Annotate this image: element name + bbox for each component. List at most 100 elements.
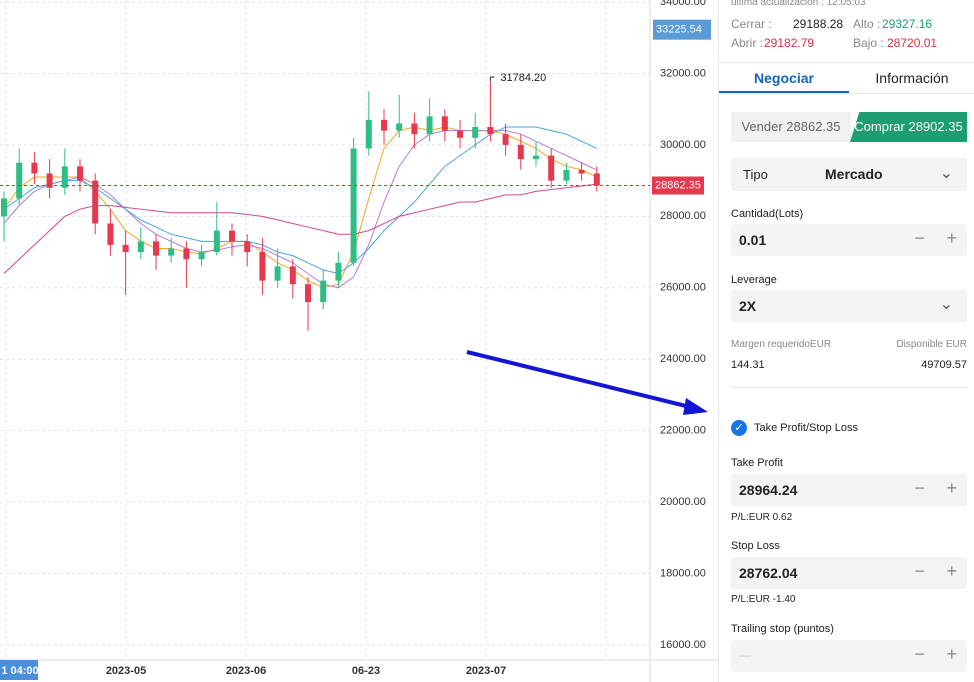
candle-body — [274, 266, 281, 281]
x-tick-label: 06-23 — [352, 665, 380, 677]
label: Tipo — [743, 167, 768, 182]
candle-body — [77, 166, 83, 181]
candle-body — [320, 280, 327, 303]
last-price-box — [652, 176, 704, 195]
candle-body — [153, 241, 159, 256]
leverage-select[interactable]: 2X ⌄ — [731, 290, 967, 322]
label: Stop Loss — [731, 540, 780, 552]
x-tick-label: 2023-05 — [106, 665, 146, 677]
value: 49709.57 — [921, 359, 967, 371]
moving-average — [3, 126, 598, 289]
candle-body — [593, 173, 600, 186]
candle-body — [396, 123, 403, 131]
x-tick-label: 2023-06 — [226, 665, 266, 677]
annotation-tick — [489, 76, 495, 82]
value: 29327.16 — [882, 17, 933, 31]
arrow — [466, 350, 691, 409]
moving-average — [3, 183, 597, 274]
checkbox[interactable]: ✓ — [731, 420, 747, 436]
y-tick-label: 30000.00 — [660, 139, 706, 151]
candle-body — [259, 252, 266, 281]
candle-body — [517, 144, 524, 160]
trailing-input[interactable]: — − + — [731, 640, 967, 672]
y-tick-label: 26000.00 — [660, 282, 706, 294]
label: Cantidad(Lots) — [731, 208, 804, 220]
candle-body — [213, 230, 220, 253]
candle-body — [46, 173, 53, 188]
candle-body — [441, 116, 448, 131]
label: Abrir : — [731, 36, 764, 50]
candle-body — [381, 119, 387, 131]
placeholder: — — [739, 648, 751, 662]
y-tick-label: 24000.00 — [660, 353, 706, 365]
label: Trailing stop (puntos) — [731, 623, 834, 635]
y-tick-label: 28000.00 — [660, 210, 706, 222]
x-label-highlight — [0, 660, 38, 680]
sell-button[interactable]: Vender 28862.35 — [731, 112, 851, 142]
candle-body — [1, 198, 7, 217]
y-tick-label: 34000.00 — [660, 0, 706, 8]
value: 144.31 — [731, 359, 765, 371]
crosshair-price-label: 33225.54 — [656, 24, 702, 36]
label: Disponible EUR — [896, 339, 967, 350]
label: Cerrar : — [731, 17, 772, 31]
candle-body — [31, 162, 38, 174]
candle-body — [305, 284, 311, 303]
arrow-head — [683, 398, 708, 415]
label: Bajo : — [853, 36, 884, 50]
candle-body — [122, 244, 129, 253]
value: 2X — [739, 298, 757, 314]
annotation: 31784.20 — [500, 72, 546, 84]
candle-body — [61, 166, 68, 188]
last-price-label: 28862.35 — [655, 179, 701, 191]
tab[interactable]: Negociar — [754, 70, 814, 86]
candle-body — [487, 127, 494, 135]
y-tick-label: 20000.00 — [660, 496, 706, 508]
candle-body — [183, 248, 190, 260]
value: Mercado — [825, 166, 883, 182]
candle-body — [502, 134, 509, 145]
candle-body — [411, 123, 418, 135]
candle-body — [426, 116, 433, 135]
y-tick-label: 22000.00 — [660, 425, 706, 437]
candle-body — [335, 262, 342, 281]
candle-body — [289, 266, 296, 285]
buy-button[interactable]: Comprar 28902.35 — [850, 112, 967, 142]
type-select[interactable]: Tipo Mercado ⌄ — [731, 158, 967, 191]
trade-panel: última actualización : 12:05:03 Cerrar :… — [718, 0, 974, 682]
candle-body — [457, 130, 463, 138]
value: 28720.01 — [887, 36, 938, 50]
candle-body — [578, 169, 585, 174]
value: 29188.28 — [793, 17, 844, 31]
value: 29182.79 — [764, 36, 815, 50]
candle-body — [533, 155, 539, 160]
candle-body — [548, 155, 555, 181]
candle-body — [350, 148, 357, 263]
candle-body — [244, 241, 251, 253]
candle-body — [198, 252, 205, 260]
label: Alto : — [853, 17, 881, 31]
tp-input[interactable]: 28964.24 − + — [731, 474, 967, 506]
value: 28762.04 — [739, 565, 798, 581]
tab[interactable]: Información — [875, 70, 949, 86]
candle-body — [92, 180, 99, 224]
label: Take Profit/Stop Loss — [754, 422, 858, 434]
candle-body — [168, 248, 175, 256]
label: Margen requeridoEUR — [731, 339, 832, 350]
candle-body — [137, 241, 144, 253]
qty-input[interactable]: 0.01 − + — [731, 224, 967, 256]
sl-input[interactable]: 28762.04 − + — [731, 557, 967, 589]
candle-body — [472, 127, 479, 138]
candle-body — [365, 119, 372, 149]
chart: 16000.00 18000.00 20000.00 22000.00 24000.00… — [0, 0, 718, 682]
label: Leverage — [731, 274, 777, 286]
candle-body — [229, 230, 235, 242]
candle-body — [107, 223, 114, 245]
candle-body — [16, 162, 23, 199]
updated: última actualización : 12:05:03 — [731, 0, 866, 8]
x-tick-label: 2023-07 — [466, 665, 506, 677]
y-tick-label: 32000.00 — [660, 67, 706, 79]
crosshair-price-box — [653, 19, 711, 40]
pl: P/L:EUR 0.62 — [731, 512, 793, 523]
